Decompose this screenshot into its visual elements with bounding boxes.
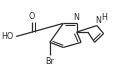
Text: O: O — [29, 12, 35, 21]
Text: N: N — [96, 16, 102, 25]
Text: HO: HO — [2, 32, 14, 41]
Text: N: N — [74, 13, 80, 22]
Text: H: H — [101, 13, 107, 22]
Text: Br: Br — [45, 57, 54, 66]
